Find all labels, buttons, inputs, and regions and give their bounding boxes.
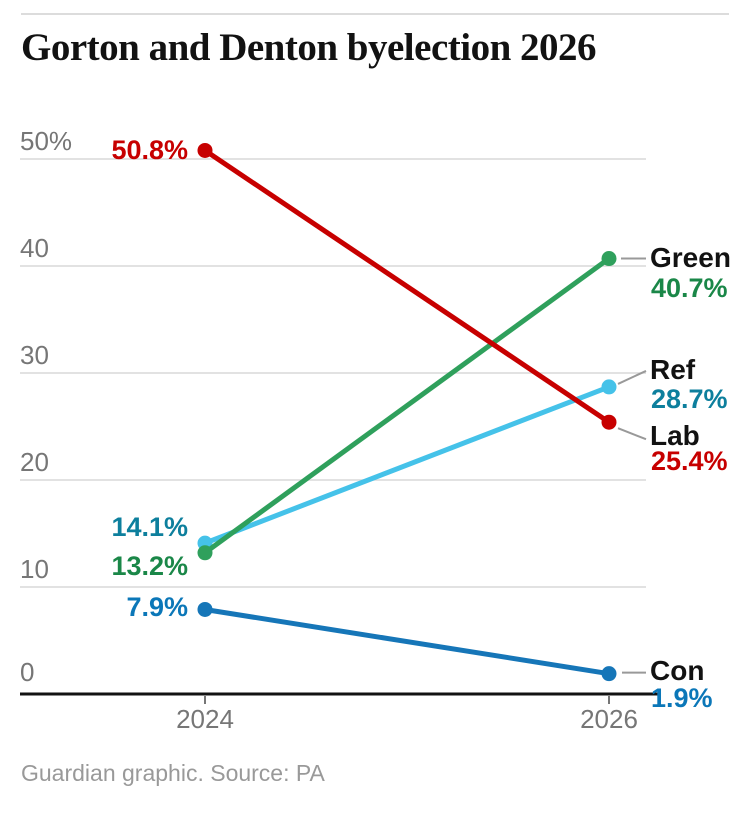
top-rule xyxy=(21,13,729,15)
party-label-ref: Ref xyxy=(650,353,696,385)
y-tick-label-20: 20 xyxy=(20,447,49,477)
x-tick-label-2026: 2026 xyxy=(580,704,638,734)
x-tick-label-2024: 2024 xyxy=(176,704,234,734)
value-label-green-start: 13.2% xyxy=(111,550,188,581)
series-line-ref xyxy=(204,384,610,546)
party-label-green: Green xyxy=(650,241,731,273)
y-tick-label-0: 0 xyxy=(20,657,35,687)
value-label-ref-end: 28.7% xyxy=(651,383,728,414)
value-label-green-end: 40.7% xyxy=(651,272,728,303)
dot-lab-2024 xyxy=(197,142,213,158)
dot-con-2026 xyxy=(601,666,617,682)
party-label-lab: Lab xyxy=(650,420,700,452)
dot-lab-2026 xyxy=(601,414,617,430)
value-label-lab-start: 50.8% xyxy=(111,135,188,166)
chart-title: Gorton and Denton byelection 2026 xyxy=(21,26,597,69)
series-line-green xyxy=(203,256,611,555)
source-credit: Guardian graphic. Source: PA xyxy=(21,760,325,786)
legend-connector-lab xyxy=(617,427,647,441)
dot-green-2024 xyxy=(197,545,213,561)
y-tick-label-40: 40 xyxy=(20,233,49,263)
legend-connector-ref xyxy=(617,370,647,385)
value-label-con-start: 7.9% xyxy=(126,592,188,623)
value-label-lab-end: 25.4% xyxy=(651,446,728,477)
party-label-con: Con xyxy=(650,654,705,686)
value-label-ref-start: 14.1% xyxy=(111,512,188,543)
series-line-lab xyxy=(203,148,611,425)
dot-ref-2026 xyxy=(601,379,617,395)
value-label-con-end: 1.9% xyxy=(651,682,713,713)
y-tick-label-30: 30 xyxy=(20,340,49,370)
y-tick-label-50: 50% xyxy=(20,126,73,156)
y-tick-label-10: 10 xyxy=(20,554,49,584)
dot-con-2024 xyxy=(197,601,213,617)
dot-green-2026 xyxy=(601,251,617,267)
series-line-con xyxy=(204,607,610,677)
